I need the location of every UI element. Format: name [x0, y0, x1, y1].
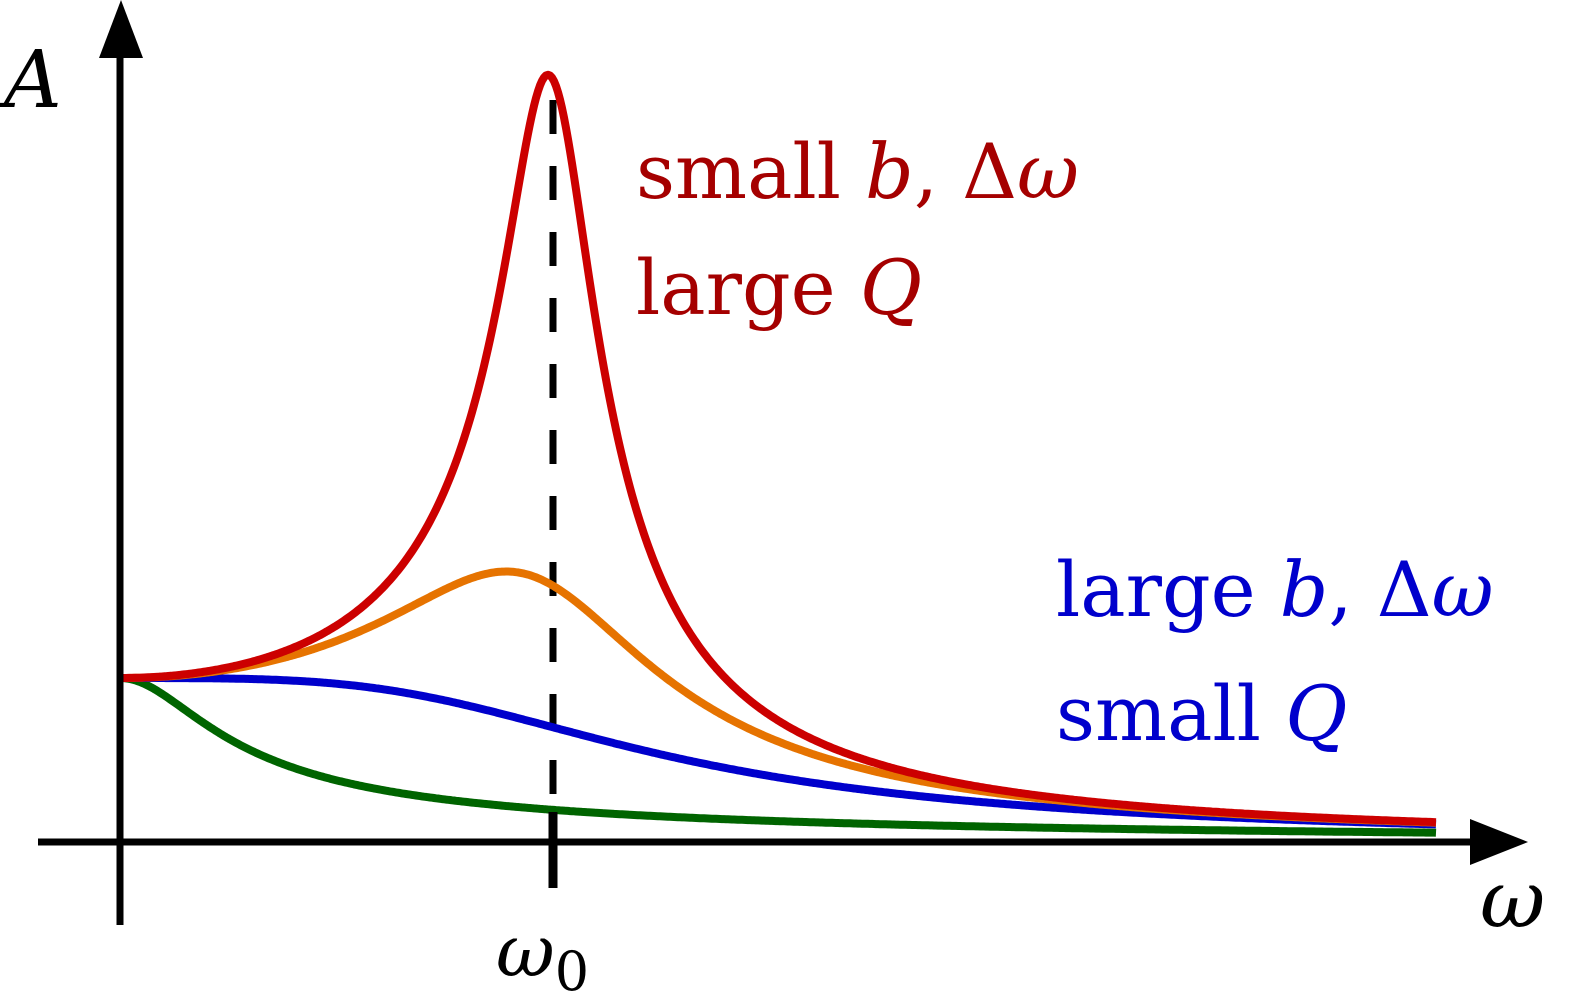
y-axis-label: A: [4, 33, 62, 126]
annotation-text: small: [636, 127, 866, 216]
annotation-var: ω: [1431, 545, 1494, 634]
annotation-large-b: large b, Δω: [1056, 552, 1494, 628]
annotation-var: Q: [859, 243, 923, 332]
annotation-text: small: [1056, 669, 1286, 758]
curves: [118, 70, 1438, 837]
x-axis-label: ω: [1480, 853, 1546, 946]
omega0-subscript: 0: [554, 940, 590, 1003]
annotation-var: b: [1279, 545, 1329, 634]
curve-very-large-damping: [118, 674, 1438, 837]
omega0-symbol: ω: [496, 909, 555, 993]
y-axis-arrow-icon: [99, 0, 143, 58]
annotation-small-b: small b, Δω: [636, 134, 1079, 210]
annotation-text: large: [636, 243, 860, 332]
annotation-text: , Δ: [913, 127, 1018, 216]
annotation-var: ω: [1017, 127, 1079, 216]
annotation-small-q: small Q: [1056, 676, 1347, 752]
omega0-tick-label: ω0: [496, 915, 589, 999]
annotation-text: large: [1056, 545, 1280, 634]
annotation-large-q: large Q: [636, 250, 922, 326]
annotation-var: Q: [1285, 669, 1348, 758]
annotation-text: , Δ: [1328, 545, 1432, 634]
annotation-var: b: [865, 127, 914, 216]
curve-small-damping-large-q-: [118, 70, 1438, 827]
x-axis-arrow-icon: [1470, 819, 1528, 865]
